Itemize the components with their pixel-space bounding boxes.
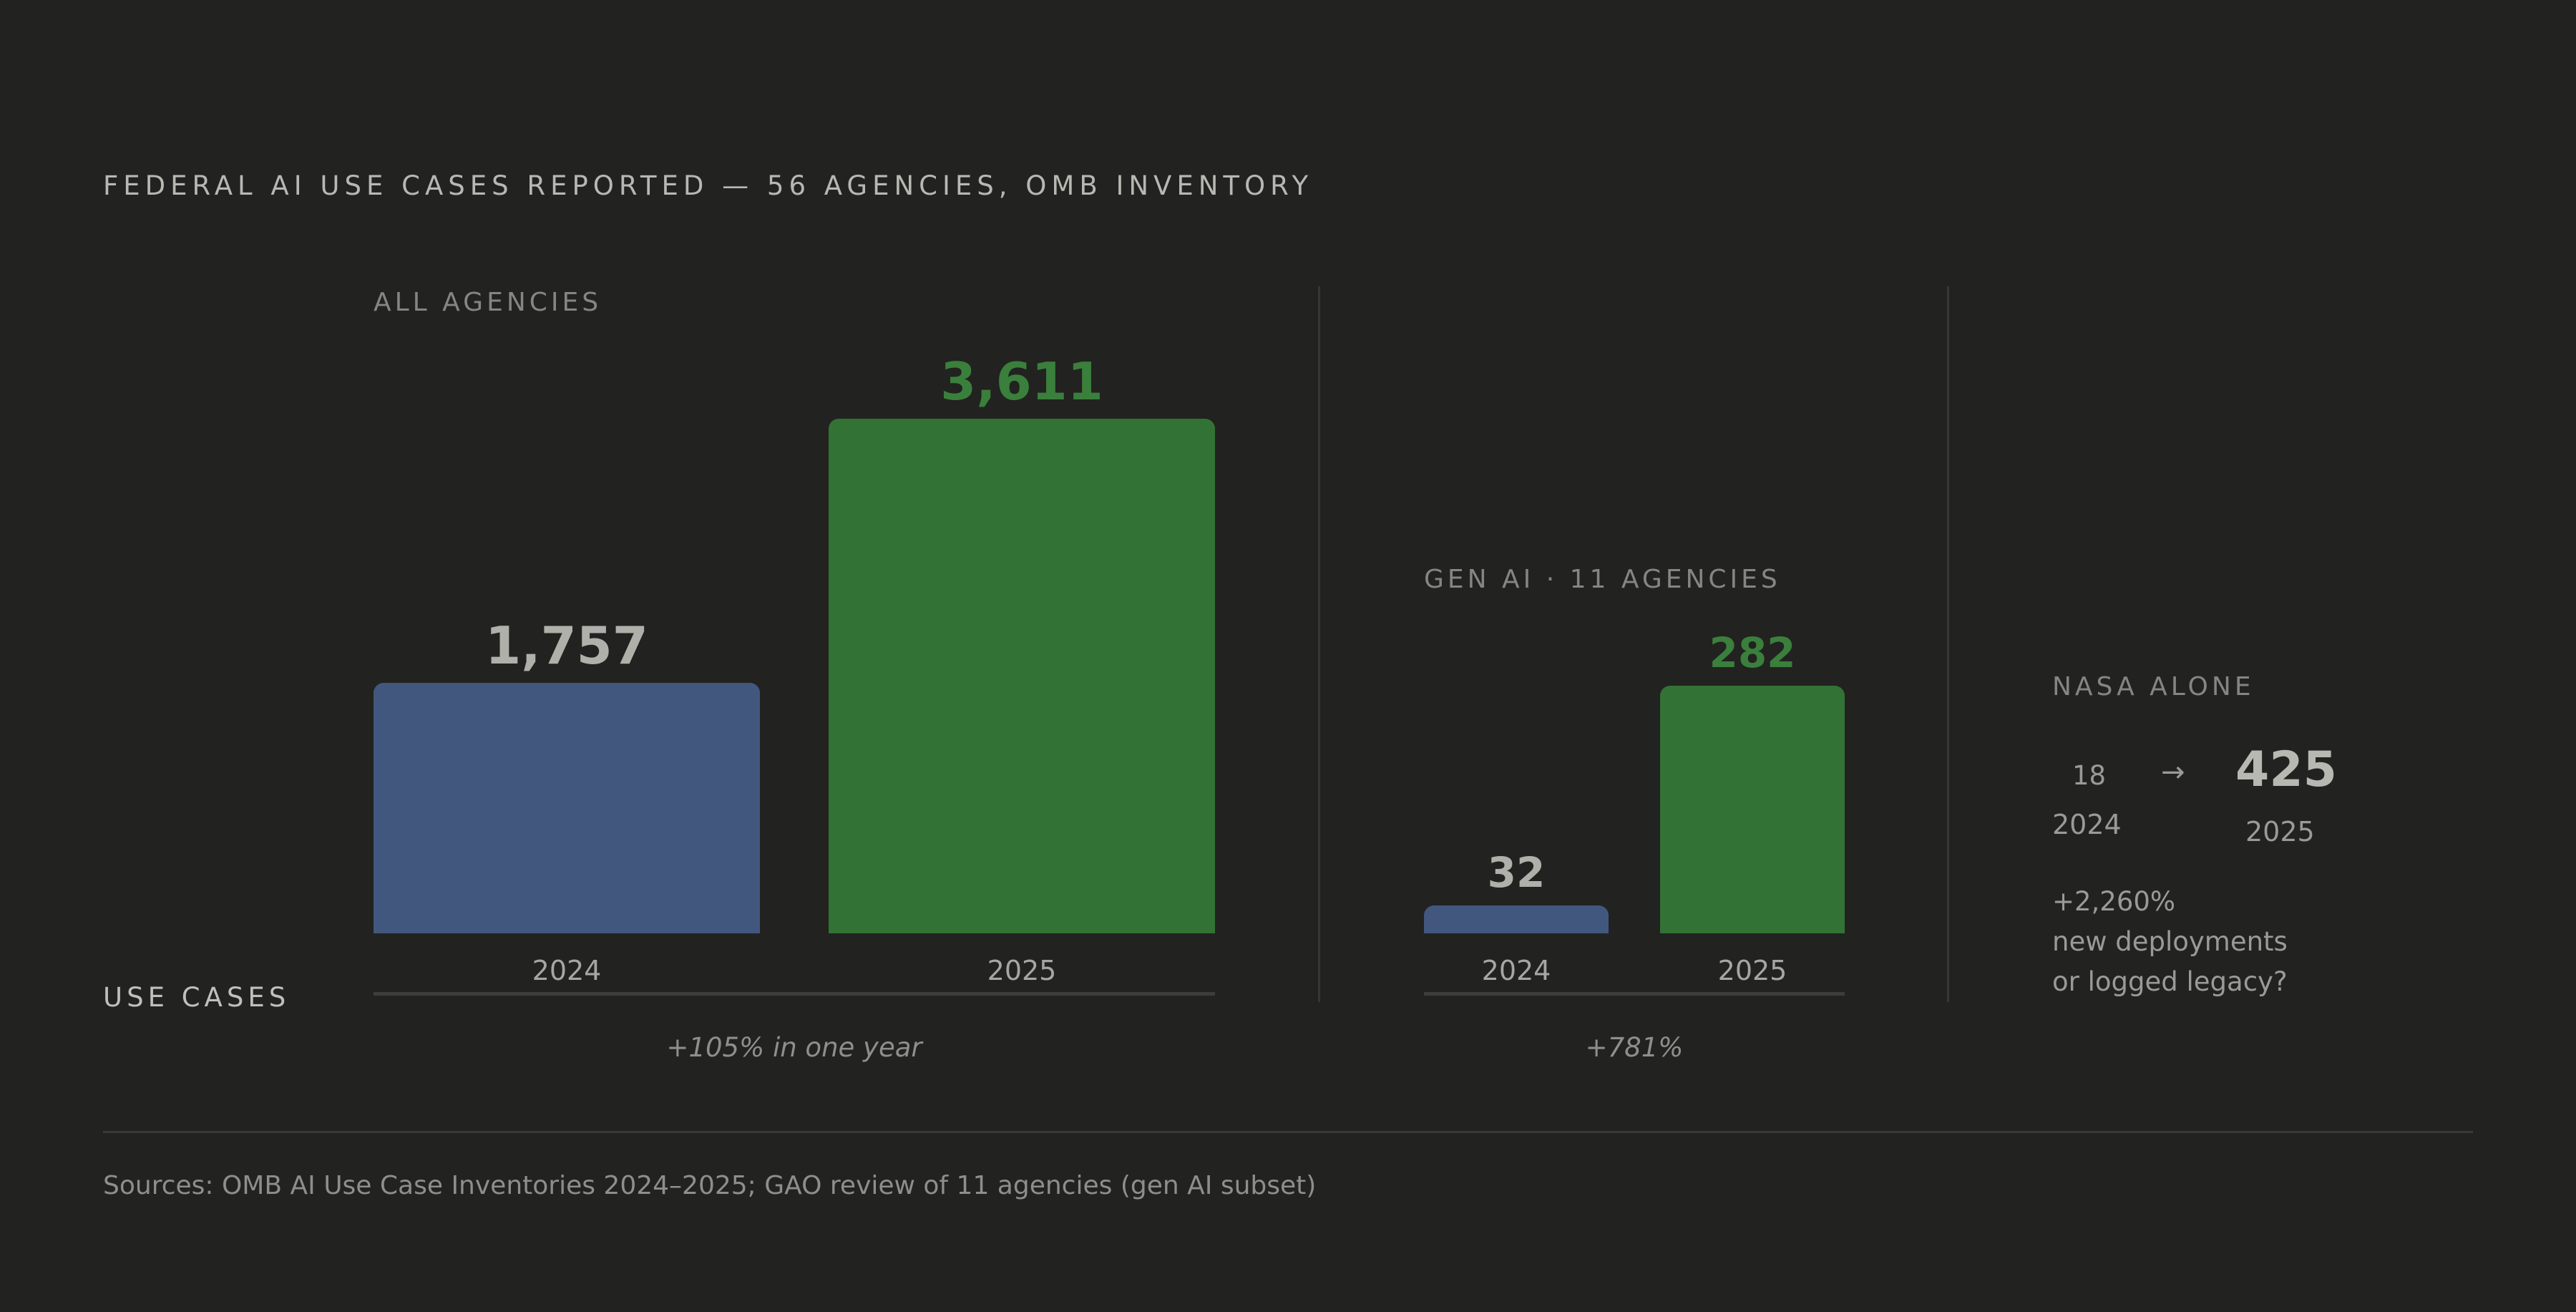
- bar-gen-ai-2024: [1424, 905, 1609, 933]
- tick-label-all-agencies-2025: 2025: [987, 955, 1057, 986]
- nasa-from-year: 2024: [2052, 809, 2122, 840]
- y-axis-label: USE CASES: [103, 982, 291, 1013]
- nasa-from-value: 18: [2072, 760, 2107, 791]
- source-note: Sources: OMB AI Use Case Inventories 202…: [103, 1171, 1317, 1200]
- value-label-gen-ai-2024: 32: [1487, 847, 1546, 897]
- bar-all-agencies-2025: [829, 419, 1215, 933]
- footer-divider: [103, 1131, 2473, 1133]
- nasa-change: +2,260%: [2052, 886, 2176, 917]
- value-label-gen-ai-2025: 282: [1709, 628, 1796, 677]
- bar-all-agencies-2024: [374, 683, 760, 933]
- nasa-to-year: 2025: [2245, 816, 2315, 847]
- tick-label-gen-ai-2024: 2024: [1481, 955, 1551, 986]
- value-label-all-agencies-2025: 3,611: [940, 351, 1103, 412]
- panel-title-gen-ai: GEN AI · 11 AGENCIES: [1424, 565, 1781, 594]
- panel-divider-2: [1947, 286, 1949, 1002]
- panel-all-agencies-note: +105% in one year: [666, 1032, 922, 1063]
- chart-title: FEDERAL AI USE CASES REPORTED — 56 AGENC…: [103, 170, 1314, 201]
- panel-all-agencies-baseline: [374, 992, 1215, 996]
- bar-gen-ai-2025: [1660, 686, 1845, 933]
- nasa-note: +2,260% new deployments or logged legacy…: [2052, 882, 2353, 1002]
- arrow-right-icon: →: [2161, 756, 2185, 789]
- nasa-label: NASA ALONE: [2052, 672, 2255, 701]
- tick-label-all-agencies-2024: 2024: [532, 955, 602, 986]
- panel-divider-1: [1318, 286, 1320, 1002]
- nasa-to-value: 425: [2235, 742, 2337, 798]
- nasa-note-line-1: new deployments: [2052, 926, 2288, 957]
- panel-gen-ai-baseline: [1424, 992, 1845, 996]
- value-label-all-agencies-2024: 1,757: [485, 616, 648, 676]
- panel-gen-ai-note: +781%: [1585, 1032, 1684, 1063]
- panel-title-all-agencies: ALL AGENCIES: [374, 288, 602, 317]
- tick-label-gen-ai-2025: 2025: [1717, 955, 1787, 986]
- nasa-note-line-2: or logged legacy?: [2052, 966, 2288, 997]
